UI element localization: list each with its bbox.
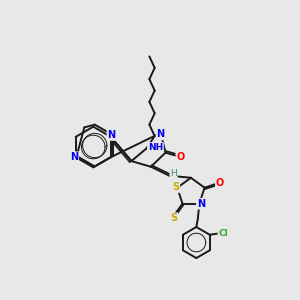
Text: N: N xyxy=(197,199,205,209)
Text: H: H xyxy=(170,169,177,178)
Text: N: N xyxy=(157,129,165,140)
Text: O: O xyxy=(216,178,224,188)
Text: NH: NH xyxy=(148,143,163,152)
Text: Cl: Cl xyxy=(218,229,228,238)
Text: N: N xyxy=(107,130,116,140)
Text: S: S xyxy=(170,213,177,223)
Text: N: N xyxy=(70,152,78,162)
Text: O: O xyxy=(176,152,184,162)
Text: S: S xyxy=(172,182,179,192)
